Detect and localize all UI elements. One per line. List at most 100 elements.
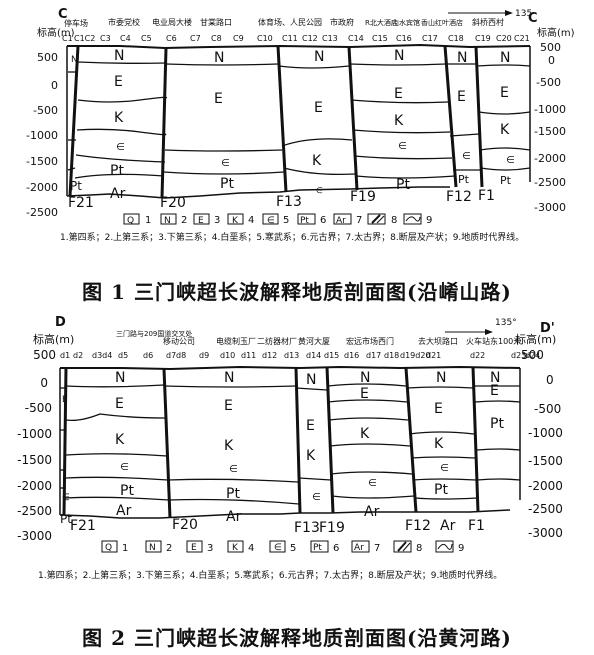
fault-label: F21 <box>70 518 96 534</box>
legend-number: 7 <box>374 543 380 554</box>
y-tick: -1000 <box>534 103 566 116</box>
legend-item: E 3 <box>186 540 213 554</box>
unit-label-k: K <box>500 122 510 138</box>
legend-item: 9 <box>403 213 432 226</box>
y-tick: 0 <box>51 79 58 92</box>
station-label: C8 <box>211 34 222 43</box>
unit-label-n: N <box>306 372 316 388</box>
legend-number: 9 <box>426 215 432 226</box>
station-label: d3d4 <box>92 351 112 360</box>
place-name: 体育场、人民公园 <box>258 17 322 27</box>
legend-number: 2 <box>166 543 172 554</box>
y-axis-right: 500 0 -500 -1000 -1500 -2000 -2500 -3000 <box>534 41 566 214</box>
legend-item: ∈ 5 <box>262 213 289 226</box>
fault-label: F21 <box>68 195 94 211</box>
unit-label-k: K <box>394 113 404 129</box>
unit-label-e: E <box>457 89 466 105</box>
unit-label-pt: Pt <box>500 174 512 187</box>
station-label: C21 <box>514 34 530 43</box>
station-label: C5 <box>141 34 152 43</box>
station-label: C7 <box>190 34 201 43</box>
station-label: C19 <box>475 34 491 43</box>
y-tick: -2000 <box>17 479 52 493</box>
y-tick: -2000 <box>534 152 566 165</box>
unit-label-n: N <box>314 49 324 65</box>
station-label: C13 <box>322 34 338 43</box>
legend-item: 8 <box>367 213 397 226</box>
fault-symbol-icon <box>371 214 381 224</box>
legend: Q 1 N 2 E 3 K 4 ∈ 5 <box>101 540 464 554</box>
legend-symbol: Q <box>127 216 134 226</box>
legend-item: Q 1 <box>123 213 151 226</box>
legend-symbol: Pt <box>313 543 322 553</box>
station-label: d11 <box>241 351 256 360</box>
place-name: 宏远市场西门 <box>346 336 394 346</box>
fault-label: F1 <box>478 188 495 204</box>
place-name: 市政府 <box>330 17 354 27</box>
station-label: d9 <box>199 351 209 360</box>
station-label: C6 <box>166 34 177 43</box>
section-end-letter: D' <box>540 321 555 336</box>
fault-lines <box>68 45 484 199</box>
unit-label-pt: Pt <box>220 176 234 192</box>
unit-label-k: K <box>115 432 125 448</box>
y-axis-left: 500 0 -500 -1000 -1500 -2000 -2500 -3000 <box>17 348 56 543</box>
legend-item: K 4 <box>227 540 254 554</box>
legend-item: E 3 <box>193 213 220 226</box>
boundary-symbol-icon <box>405 216 421 222</box>
station-label: d19d20 <box>400 351 431 360</box>
legend-symbol: Pt <box>300 216 309 226</box>
station-label: d21 <box>426 351 441 360</box>
unit-label-n: N <box>436 370 446 386</box>
unit-label-n: N <box>394 48 404 64</box>
y-tick: -1500 <box>534 125 566 138</box>
elevation-unit-right: 标高(m) <box>537 26 575 39</box>
place-name: 香山红叶酒店 <box>421 18 463 27</box>
unit-label-pt: Pt <box>60 512 72 526</box>
station-label: C18 <box>448 34 464 43</box>
station-label: d23 <box>511 351 526 360</box>
place-name: 电缆制玉厂 <box>216 336 256 346</box>
unit-label-cambrian: ∈ <box>229 464 238 475</box>
north-angle: 135 <box>515 9 532 19</box>
unit-label-cambrian: ∈ <box>312 492 321 503</box>
unit-label-n: N <box>360 370 370 386</box>
station-label: d17 <box>366 351 381 360</box>
y-tick: -2500 <box>17 504 52 518</box>
legend-text: 1.第四系；2.上第三系；3.下第三系；4.白垩系；5.寒武系；6.元古界；7.… <box>60 231 524 243</box>
station-label: C12 <box>302 34 318 43</box>
unit-label-n: N <box>457 50 467 66</box>
unit-label-cambrian: ∈ <box>221 158 230 169</box>
unit-label-n: N <box>224 370 234 386</box>
legend: Q 1 N 2 E 3 K 4 ∈ 5 <box>123 213 432 226</box>
y-tick: -1000 <box>17 427 52 441</box>
unit-label-e: E <box>314 100 323 116</box>
station-label: C9 <box>233 34 244 43</box>
station-label: d14 <box>306 351 321 360</box>
unit-label-cambrian: ∈ <box>316 186 323 195</box>
unit-label-cambrian: ∈ <box>62 493 70 503</box>
fault-label: F1 <box>468 518 485 534</box>
place-name: 火车站东100米 <box>466 336 521 346</box>
fault-lines <box>62 366 480 519</box>
unit-label-n: N <box>114 48 124 64</box>
unit-label-cambrian: ∈ <box>440 463 449 474</box>
unit-label-k: K <box>360 426 370 442</box>
unit-label-cambrian: ∈ <box>116 142 125 153</box>
unit-label-k: K <box>224 438 234 454</box>
figure-1-section: 135 C C 标高(m) 标高(m) 停车场 市委党校 电业局大楼 甘棠路口 … <box>26 7 575 243</box>
legend-symbol: Ar <box>336 216 346 226</box>
legend-number: 4 <box>248 215 254 226</box>
fault-symbol-icon <box>397 541 407 552</box>
legend-symbol: E <box>198 216 204 226</box>
fault-label: F19 <box>319 520 345 536</box>
y-tick: -1000 <box>26 129 58 142</box>
place-name: 甘棠路口 <box>200 17 232 27</box>
unit-label-ar: Ar <box>440 518 456 534</box>
place-name: 移动公司 <box>163 336 195 346</box>
legend-number: 2 <box>181 215 187 226</box>
y-tick: -1500 <box>26 155 58 168</box>
place-name: 市委党校 <box>108 17 140 27</box>
unit-label-e: E <box>490 383 499 399</box>
station-label: d1 <box>60 351 70 360</box>
